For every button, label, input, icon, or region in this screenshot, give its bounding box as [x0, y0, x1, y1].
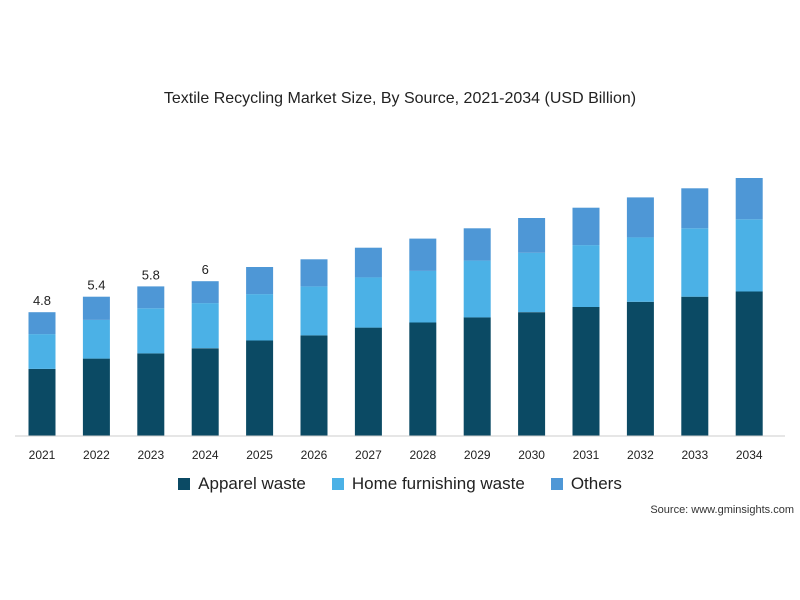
source-note: Source: www.gminsights.com	[650, 504, 794, 516]
legend-label: Home furnishing waste	[351, 474, 525, 493]
bar-segment-home-furnishing-waste-2032	[626, 237, 654, 302]
legend-swatch	[331, 478, 344, 490]
bar-segment-others-2024	[191, 281, 219, 304]
x-tick-label-2023: 2023	[137, 448, 164, 462]
chart-legend: Apparel waste Home furnishing waste Others	[0, 474, 800, 494]
x-tick-label-2021: 2021	[29, 448, 56, 462]
legend-item-others: Others	[550, 474, 622, 494]
x-tick-label-2029: 2029	[464, 448, 491, 462]
bar-segment-apparel-waste-2034	[735, 291, 763, 436]
data-label-2024: 6	[202, 262, 209, 277]
bar-segment-home-furnishing-waste-2027	[354, 277, 382, 328]
bar-segment-home-furnishing-waste-2034	[735, 219, 763, 292]
bar-segment-others-2032	[626, 197, 654, 238]
x-tick-label-2032: 2032	[627, 448, 654, 462]
x-tick-label-2033: 2033	[681, 448, 708, 462]
bar-segment-others-2023	[137, 286, 165, 309]
bar-segment-home-furnishing-waste-2031	[572, 245, 600, 307]
bar-segment-others-2021	[28, 312, 56, 335]
x-tick-label-2028: 2028	[409, 448, 436, 462]
legend-item-home-furnishing-waste: Home furnishing waste	[331, 474, 525, 494]
bar-segment-apparel-waste-2023	[137, 353, 165, 436]
bar-segment-others-2027	[354, 247, 382, 278]
legend-label: Apparel waste	[198, 474, 306, 493]
bar-segment-apparel-waste-2025	[246, 340, 274, 436]
bar-segment-home-furnishing-waste-2026	[300, 286, 328, 336]
bar-segment-home-furnishing-waste-2023	[137, 308, 165, 354]
bar-segment-others-2030	[518, 218, 546, 253]
bar-segment-apparel-waste-2026	[300, 335, 328, 436]
data-label-2022: 5.4	[87, 278, 105, 293]
legend-swatch	[550, 478, 563, 490]
bar-segment-others-2028	[409, 238, 437, 271]
bar-segment-apparel-waste-2031	[572, 307, 600, 436]
bar-segment-home-furnishing-waste-2030	[518, 252, 546, 313]
chart-title: Textile Recycling Market Size, By Source…	[163, 90, 637, 107]
bar-segment-others-2029	[463, 228, 491, 261]
bar-segment-apparel-waste-2032	[626, 301, 654, 436]
bar-segment-home-furnishing-waste-2029	[463, 260, 491, 318]
bar-segment-home-furnishing-waste-2028	[409, 270, 437, 323]
bar-segment-home-furnishing-waste-2033	[681, 228, 709, 297]
data-label-2021: 4.8	[33, 293, 51, 308]
x-tick-label-2030: 2030	[518, 448, 545, 462]
bar-segment-apparel-waste-2029	[463, 317, 491, 436]
bar-segment-apparel-waste-2030	[518, 312, 546, 436]
bar-segment-others-2026	[300, 259, 328, 287]
bar-segment-apparel-waste-2033	[681, 296, 709, 436]
x-tick-label-2025: 2025	[246, 448, 273, 462]
bar-segment-others-2034	[735, 178, 763, 220]
bar-segment-others-2022	[82, 296, 110, 320]
x-tick-label-2034: 2034	[736, 448, 763, 462]
bar-segment-home-furnishing-waste-2024	[191, 303, 219, 349]
bar-segment-apparel-waste-2021	[28, 368, 56, 436]
x-tick-label-2031: 2031	[573, 448, 600, 462]
x-tick-label-2022: 2022	[83, 448, 110, 462]
x-tick-label-2027: 2027	[355, 448, 382, 462]
bar-segment-others-2033	[681, 188, 709, 229]
legend-item-apparel-waste: Apparel waste	[178, 474, 306, 494]
bar-segment-apparel-waste-2028	[409, 322, 437, 436]
bar-segment-apparel-waste-2027	[354, 327, 382, 436]
x-tick-label-2024: 2024	[192, 448, 219, 462]
legend-swatch	[178, 478, 191, 490]
data-label-2023: 5.8	[142, 267, 160, 282]
bar-segment-others-2031	[572, 207, 600, 246]
bar-segment-apparel-waste-2024	[191, 348, 219, 436]
bar-segment-others-2025	[246, 267, 274, 295]
x-tick-label-2026: 2026	[301, 448, 328, 462]
bar-segment-home-furnishing-waste-2025	[246, 294, 274, 341]
bar-segment-home-furnishing-waste-2022	[82, 319, 110, 359]
bar-segment-home-furnishing-waste-2021	[28, 334, 56, 369]
legend-label: Others	[570, 474, 622, 493]
bar-segment-apparel-waste-2022	[82, 358, 110, 436]
